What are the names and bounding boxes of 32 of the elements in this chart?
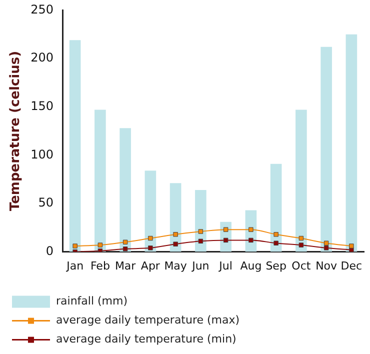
legend-label: rainfall (mm) bbox=[56, 294, 128, 308]
bar bbox=[320, 46, 332, 252]
y-tick-label: 100 bbox=[30, 147, 54, 162]
x-tick-label: Feb bbox=[90, 259, 110, 272]
bar bbox=[346, 34, 358, 252]
y-tick-label: 150 bbox=[30, 98, 54, 113]
x-tick-label: Dec bbox=[340, 259, 362, 272]
y-tick-label: 0 bbox=[46, 244, 54, 258]
x-tick-label: Apr bbox=[140, 259, 160, 272]
x-tick-label: Nov bbox=[316, 259, 338, 272]
bar bbox=[170, 183, 182, 252]
bar bbox=[195, 190, 206, 252]
y-tick-label: 250 bbox=[30, 2, 54, 16]
x-tick-label: Oct bbox=[292, 259, 312, 272]
legend-label: average daily temperature (min) bbox=[56, 332, 236, 346]
legend-label: average daily temperature (max) bbox=[56, 314, 240, 327]
bar bbox=[69, 40, 81, 252]
x-tick-label: Jun bbox=[191, 259, 210, 272]
x-tick-label: Jan bbox=[66, 259, 84, 272]
bar bbox=[144, 170, 156, 252]
x-tick-label: Mar bbox=[114, 259, 136, 272]
x-tick-label: Sep bbox=[266, 259, 286, 272]
y-tick-label: 200 bbox=[30, 50, 54, 65]
bar bbox=[94, 110, 106, 252]
x-tick-label: Jul bbox=[218, 259, 232, 272]
bar bbox=[270, 164, 282, 252]
x-tick-label: May bbox=[164, 259, 188, 272]
y-tick-label: 50 bbox=[38, 196, 54, 210]
bar bbox=[120, 128, 131, 252]
bar bbox=[296, 110, 307, 252]
x-tick-label: Aug bbox=[240, 259, 262, 272]
y-axis-title: Temperature (celcius) bbox=[8, 50, 24, 212]
